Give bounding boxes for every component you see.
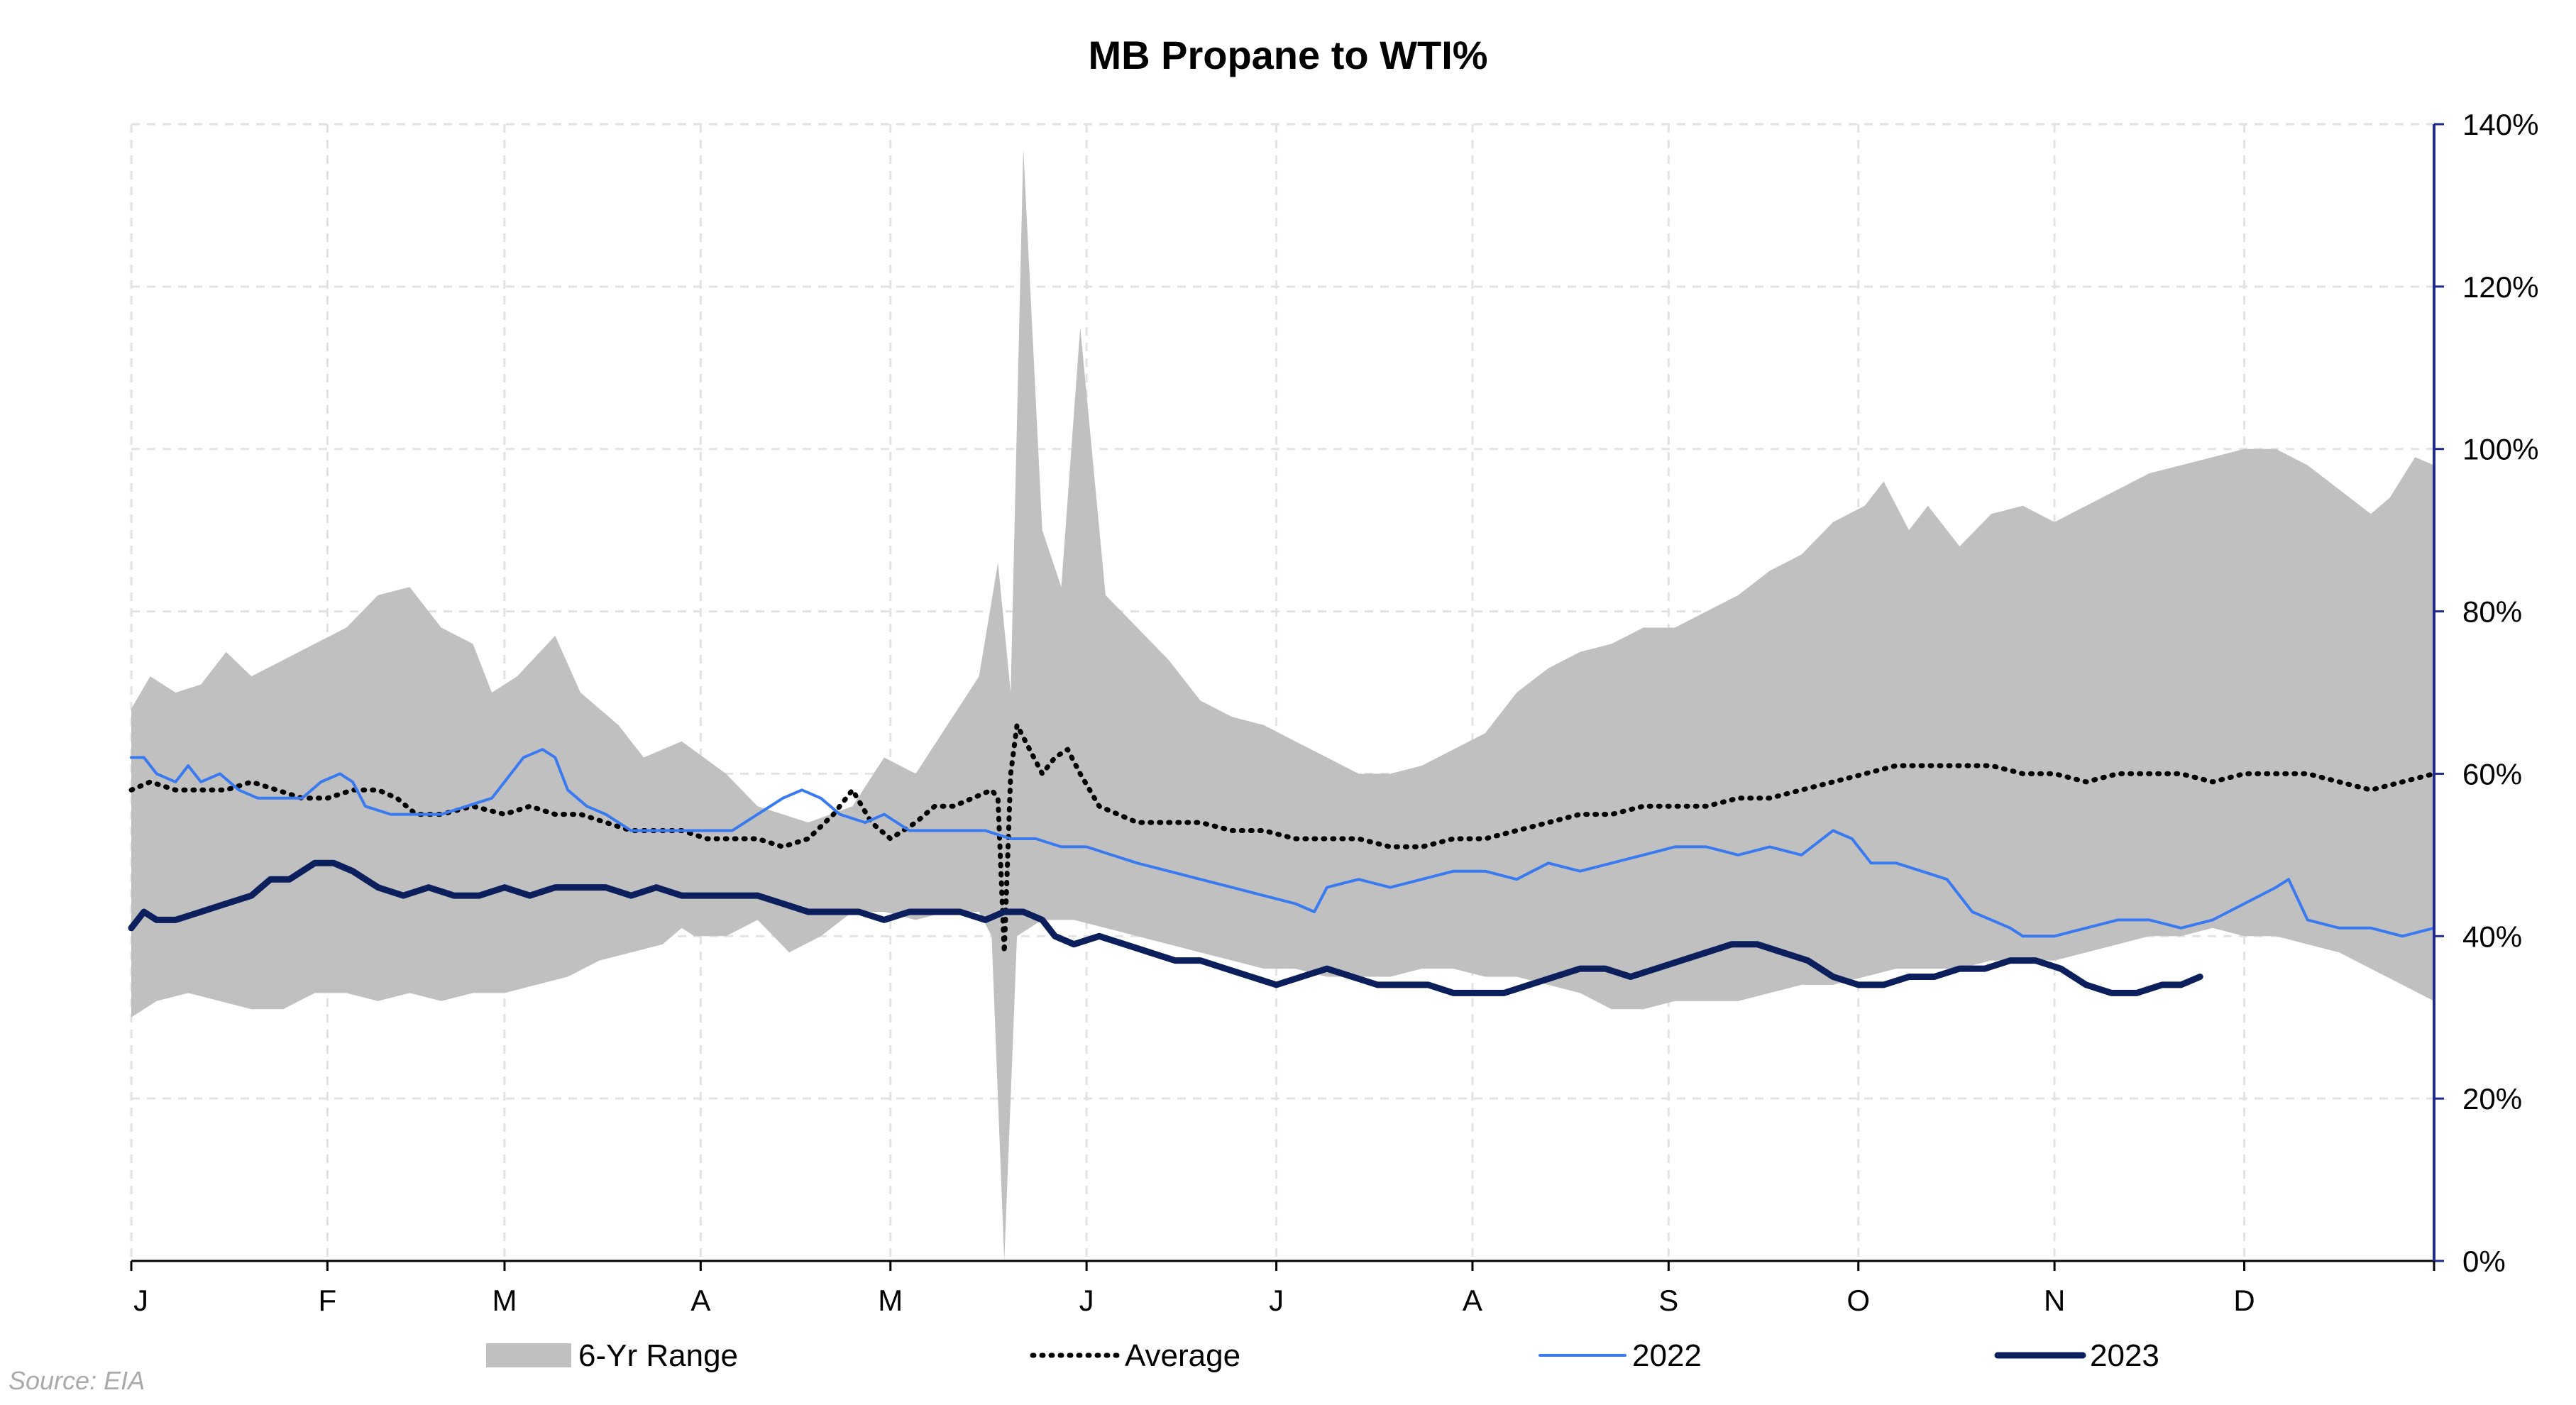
x-tick-label: M: [878, 1284, 903, 1317]
y-tick-label: 40%: [2462, 920, 2522, 953]
axes: 0% 20% 40% 60% 80% 100% 120% 140% J F M A M J J A S O N D: [130, 108, 2538, 1317]
x-tick-label: F: [319, 1284, 337, 1317]
x-tick-label: A: [690, 1284, 710, 1317]
x-tick-label: M: [492, 1284, 517, 1317]
legend-label-range: 6-Yr Range: [578, 1338, 738, 1373]
x-tick-label: J: [1079, 1284, 1094, 1317]
y-tick-label: 0%: [2462, 1245, 2506, 1278]
y-tick-label: 120%: [2462, 270, 2538, 304]
y-tick-label: 60%: [2462, 757, 2522, 790]
y-tick-label: 80%: [2462, 595, 2522, 629]
legend-label-y2023: 2023: [2090, 1338, 2159, 1373]
legend-label-y2022: 2022: [1632, 1338, 1702, 1373]
range-band: [131, 148, 2434, 1261]
x-tick-label: A: [1463, 1284, 1482, 1317]
y-tick-label: 100%: [2462, 433, 2538, 466]
y-tick-label: 140%: [2462, 108, 2538, 141]
x-tick-label: J: [1269, 1284, 1284, 1317]
average-line: [128, 722, 2437, 955]
legend-label-average: Average: [1125, 1338, 1240, 1373]
legend-swatch-range: [486, 1343, 571, 1367]
series-2023-line: [128, 859, 2203, 996]
chart-title: MB Propane to WTI%: [1088, 33, 1487, 77]
plot-area: [128, 148, 2437, 1261]
y-tick-label: 20%: [2462, 1082, 2522, 1115]
legend: 6-Yr Range Average 2022 2023: [486, 1338, 2159, 1373]
x-tick-label: O: [1846, 1284, 1870, 1317]
x-tick-label: N: [2044, 1284, 2065, 1317]
source-note: Source: EIA: [9, 1366, 145, 1395]
x-tick-label: D: [2233, 1284, 2255, 1317]
x-tick-label: J: [133, 1284, 148, 1317]
series-2022-line: [130, 748, 2435, 938]
x-tick-label: S: [1658, 1284, 1678, 1317]
